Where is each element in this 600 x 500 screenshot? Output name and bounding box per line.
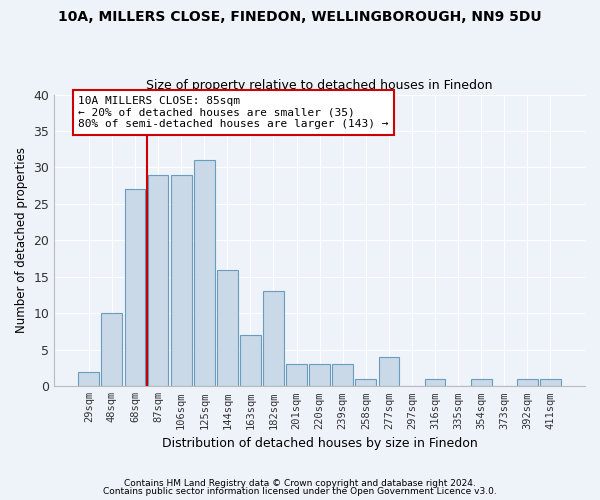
Bar: [148, 175, 169, 386]
Bar: [471, 379, 491, 386]
Bar: [286, 364, 307, 386]
Bar: [171, 175, 191, 386]
Bar: [194, 160, 215, 386]
Text: Contains public sector information licensed under the Open Government Licence v3: Contains public sector information licen…: [103, 487, 497, 496]
Bar: [240, 335, 261, 386]
Bar: [540, 379, 561, 386]
Bar: [332, 364, 353, 386]
Title: Size of property relative to detached houses in Finedon: Size of property relative to detached ho…: [146, 79, 493, 92]
Bar: [125, 190, 145, 386]
Bar: [517, 379, 538, 386]
Bar: [309, 364, 330, 386]
Bar: [379, 357, 399, 386]
X-axis label: Distribution of detached houses by size in Finedon: Distribution of detached houses by size …: [162, 437, 478, 450]
Bar: [425, 379, 445, 386]
Bar: [79, 372, 99, 386]
Bar: [355, 379, 376, 386]
Bar: [263, 292, 284, 386]
Text: 10A, MILLERS CLOSE, FINEDON, WELLINGBOROUGH, NN9 5DU: 10A, MILLERS CLOSE, FINEDON, WELLINGBORO…: [58, 10, 542, 24]
Bar: [217, 270, 238, 386]
Text: 10A MILLERS CLOSE: 85sqm
← 20% of detached houses are smaller (35)
80% of semi-d: 10A MILLERS CLOSE: 85sqm ← 20% of detach…: [79, 96, 389, 129]
Text: Contains HM Land Registry data © Crown copyright and database right 2024.: Contains HM Land Registry data © Crown c…: [124, 478, 476, 488]
Bar: [101, 314, 122, 386]
Y-axis label: Number of detached properties: Number of detached properties: [15, 148, 28, 334]
